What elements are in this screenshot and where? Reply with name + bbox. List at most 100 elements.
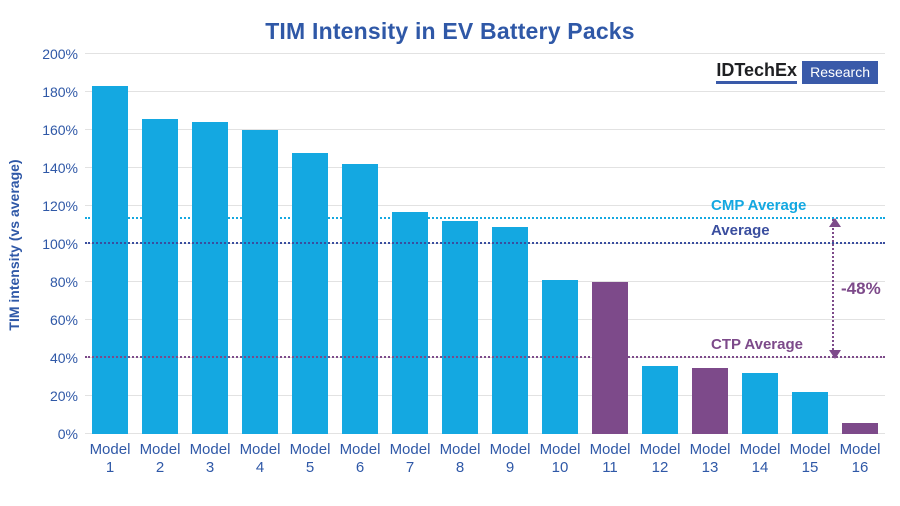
x-label-12: Model 12 [635, 441, 685, 477]
x-label-line1: Model [789, 441, 831, 458]
bar-model-12 [642, 365, 678, 434]
bar-slot-10 [535, 54, 585, 434]
bar-model-8 [442, 221, 478, 434]
ref-line-ctp-average [85, 356, 885, 358]
arrow-head-up-icon [829, 218, 841, 228]
gridline-20 [85, 395, 885, 396]
bar-slot-3 [185, 54, 235, 434]
gridline-80 [85, 281, 885, 282]
y-tick-label-40: 40% [49, 350, 78, 366]
y-tick-label-80: 80% [49, 274, 78, 290]
ref-label-cmp-average: CMP Average [711, 197, 807, 215]
x-label-line1: Model [639, 441, 681, 458]
logo-brand-text: IDTechEx [716, 60, 798, 84]
gridline-200 [85, 53, 885, 54]
idtechex-logo: IDTechEx Research [716, 60, 878, 84]
x-label-6: Model 6 [335, 441, 385, 477]
x-label-line2: 16 [851, 459, 869, 476]
x-label-11: Model 11 [585, 441, 635, 477]
x-label-line1: Model [339, 441, 381, 458]
x-label-line2: 13 [701, 459, 719, 476]
x-label-line2: 5 [305, 459, 315, 476]
bar-model-15 [792, 392, 828, 434]
bar-model-2 [142, 118, 178, 434]
bar-slot-9 [485, 54, 535, 434]
bar-slot-13 [685, 54, 735, 434]
bar-slot-8 [435, 54, 485, 434]
x-label-line2: 3 [205, 459, 215, 476]
ref-line-cmp-average [85, 217, 885, 220]
x-label-line2: 8 [455, 459, 465, 476]
bar-slot-11 [585, 54, 635, 434]
bar-slot-5 [285, 54, 335, 434]
x-label-line2: 1 [105, 459, 115, 476]
ref-line-average [85, 242, 885, 244]
x-label-9: Model 9 [485, 441, 535, 477]
bar-model-7 [392, 211, 428, 434]
x-label-line1: Model [189, 441, 231, 458]
bar-model-13 [692, 367, 728, 434]
x-label-line1: Model [589, 441, 631, 458]
bar-model-9 [492, 226, 528, 434]
gridline-180 [85, 91, 885, 92]
x-label-line2: 9 [505, 459, 515, 476]
x-label-3: Model 3 [185, 441, 235, 477]
ref-label-ctp-average: CTP Average [711, 336, 803, 353]
y-tick-label-120: 120% [42, 198, 78, 214]
x-label-line1: Model [139, 441, 181, 458]
x-label-line2: 12 [651, 459, 669, 476]
bar-slot-4 [235, 54, 285, 434]
y-tick-label-100: 100% [42, 236, 78, 252]
x-label-line2: 11 [602, 459, 618, 476]
x-label-2: Model 2 [135, 441, 185, 477]
y-tick-label-180: 180% [42, 84, 78, 100]
bar-slot-15 [785, 54, 835, 434]
x-label-4: Model 4 [235, 441, 285, 477]
x-label-line2: 15 [801, 459, 819, 476]
x-label-13: Model 13 [685, 441, 735, 477]
gridline-160 [85, 129, 885, 130]
x-label-line2: 6 [355, 459, 365, 476]
gridline-0 [85, 433, 885, 434]
bar-slot-6 [335, 54, 385, 434]
bar-model-3 [192, 122, 228, 434]
logo-research-badge: Research [802, 60, 878, 84]
x-label-line1: Model [739, 441, 781, 458]
y-tick-label-140: 140% [42, 160, 78, 176]
y-tick-label-160: 160% [42, 122, 78, 138]
bar-slot-2 [135, 54, 185, 434]
gridline-60 [85, 319, 885, 320]
x-label-line1: Model [289, 441, 331, 458]
delta-label: -48% [841, 278, 881, 298]
x-label-5: Model 5 [285, 441, 335, 477]
ref-label-average: Average [711, 222, 770, 239]
x-label-10: Model 10 [535, 441, 585, 477]
y-tick-label-0: 0% [57, 426, 78, 442]
x-label-line1: Model [89, 441, 131, 458]
x-label-16: Model 16 [835, 441, 885, 477]
bars-container [85, 54, 885, 434]
x-label-line2: 2 [155, 459, 165, 476]
x-label-line1: Model [239, 441, 281, 458]
bar-model-11 [592, 282, 628, 434]
x-axis-labels: Model 1 Model 2 Model 3 Model 4 Model 5 Model 6 Mode… [85, 441, 885, 477]
chart-title: TIM Intensity in EV Battery Packs [265, 18, 635, 44]
bar-model-14 [742, 373, 778, 434]
x-label-line1: Model [489, 441, 531, 458]
gridline-140 [85, 167, 885, 168]
x-label-line1: Model [689, 441, 731, 458]
x-label-14: Model 14 [735, 441, 785, 477]
y-tick-label-60: 60% [49, 312, 78, 328]
bar-model-4 [242, 130, 278, 434]
y-tick-label-20: 20% [49, 388, 78, 404]
x-label-line2: 14 [751, 459, 769, 476]
x-label-15: Model 15 [785, 441, 835, 477]
x-label-line2: 10 [551, 459, 569, 476]
x-label-line1: Model [389, 441, 431, 458]
x-label-8: Model 8 [435, 441, 485, 477]
bar-model-6 [342, 164, 378, 434]
x-label-line2: 4 [255, 459, 265, 476]
bar-slot-16 [835, 54, 885, 434]
x-label-line1: Model [839, 441, 881, 458]
